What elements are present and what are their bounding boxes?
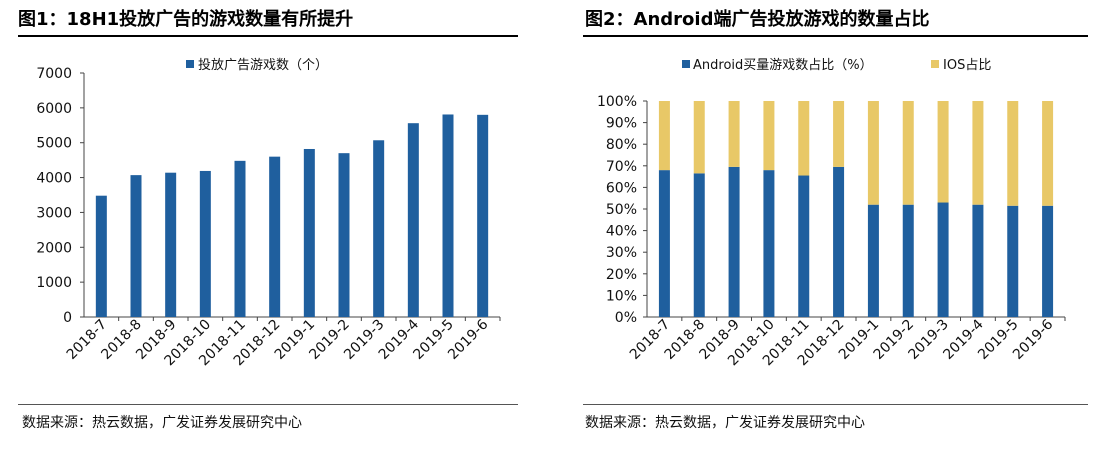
bar — [130, 175, 142, 317]
bar-ios — [658, 101, 670, 171]
figure-1-title: 图1：18H1投放广告的游戏数量有所提升 — [18, 9, 354, 30]
bar — [234, 160, 246, 317]
figure-2-stacked-bar-chart: 0%10%20%30%40%50%60%70%80%90%100%2018-72… — [597, 58, 1066, 369]
figure-2-panel: 图2：Android端广告投放游戏的数量占比 0% 10% 20% 30% 40% 50%… — [575, 0, 1113, 454]
legend-label: 投放广告游戏数（个） — [198, 57, 328, 73]
legend-label-android: Android买量游戏数占比（%） — [693, 58, 873, 73]
bar-android — [693, 173, 705, 317]
legend-label-ios: IOS占比 — [943, 58, 991, 73]
bar-android — [728, 166, 740, 317]
y-tick-label: 100% — [597, 94, 637, 110]
y-tick-label: 70% — [606, 159, 637, 175]
bar-ios — [693, 101, 705, 174]
y-tick-label: 6000 — [36, 101, 72, 117]
y-tick-label: 4000 — [36, 171, 72, 187]
figure-1-panel: 图1：18H1投放广告的游戏数量有所提升 0 1000 2000 3000 4000 50… — [0, 0, 530, 454]
bar-android — [867, 204, 879, 317]
bar — [269, 156, 281, 317]
y-tick-label: 2000 — [36, 240, 72, 256]
figure-2-source: 数据来源：热云数据，广发证券发展研究中心 — [585, 415, 865, 431]
figure-1-source-rule — [18, 404, 518, 405]
bar — [199, 170, 211, 317]
legend-swatch — [186, 60, 194, 68]
bar — [407, 123, 419, 318]
bar — [303, 148, 315, 317]
bar-android — [937, 202, 949, 317]
bar — [477, 114, 489, 317]
bar-android — [1007, 205, 1019, 317]
bar-ios — [833, 101, 845, 167]
y-tick-label: 1000 — [36, 275, 72, 291]
legend-swatch-android — [682, 60, 690, 68]
y-tick-label: 20% — [606, 267, 637, 283]
bar-ios — [798, 101, 810, 176]
bar-android — [1042, 205, 1054, 317]
bar — [95, 195, 107, 317]
bar-ios — [867, 101, 879, 205]
bar-android — [658, 170, 670, 317]
figure-2-title: 图2：Android端广告投放游戏的数量占比 — [585, 9, 930, 30]
bar-android — [798, 175, 810, 317]
figure-1-source: 数据来源：热云数据，广发证券发展研究中心 — [22, 415, 302, 431]
bar-android — [972, 204, 984, 317]
bar-ios — [728, 101, 740, 167]
bar — [442, 114, 454, 317]
y-tick-label: 50% — [606, 202, 637, 218]
y-tick-label: 5000 — [36, 136, 72, 152]
figure-1-title-rule — [18, 35, 518, 37]
bar-ios — [902, 101, 914, 205]
figure-2-source-rule — [583, 404, 1088, 405]
bar-ios — [1042, 101, 1054, 206]
bar — [373, 140, 385, 317]
y-tick-label: 7000 — [36, 66, 72, 82]
legend-swatch-ios — [931, 60, 939, 68]
bar — [338, 153, 350, 317]
y-tick-label: 3000 — [36, 205, 72, 221]
figure-1-bar-chart: 010002000300040005000600070002018-72018-… — [36, 57, 501, 369]
y-tick-label: 60% — [606, 180, 637, 196]
bar-android — [902, 204, 914, 317]
y-tick-label: 0 — [63, 310, 72, 326]
bar-android — [833, 166, 845, 317]
bar — [165, 172, 177, 317]
y-tick-label: 80% — [606, 137, 637, 153]
figure-2-title-rule — [583, 35, 1088, 37]
bar-ios — [937, 101, 949, 203]
y-tick-label: 90% — [606, 116, 637, 132]
bar-ios — [763, 101, 775, 171]
bar-ios — [1007, 101, 1019, 206]
bar-ios — [972, 101, 984, 205]
y-tick-label: 0% — [615, 310, 637, 326]
bar-android — [763, 170, 775, 317]
y-tick-label: 30% — [606, 245, 637, 261]
y-tick-label: 40% — [606, 224, 637, 240]
y-tick-label: 10% — [606, 288, 637, 304]
